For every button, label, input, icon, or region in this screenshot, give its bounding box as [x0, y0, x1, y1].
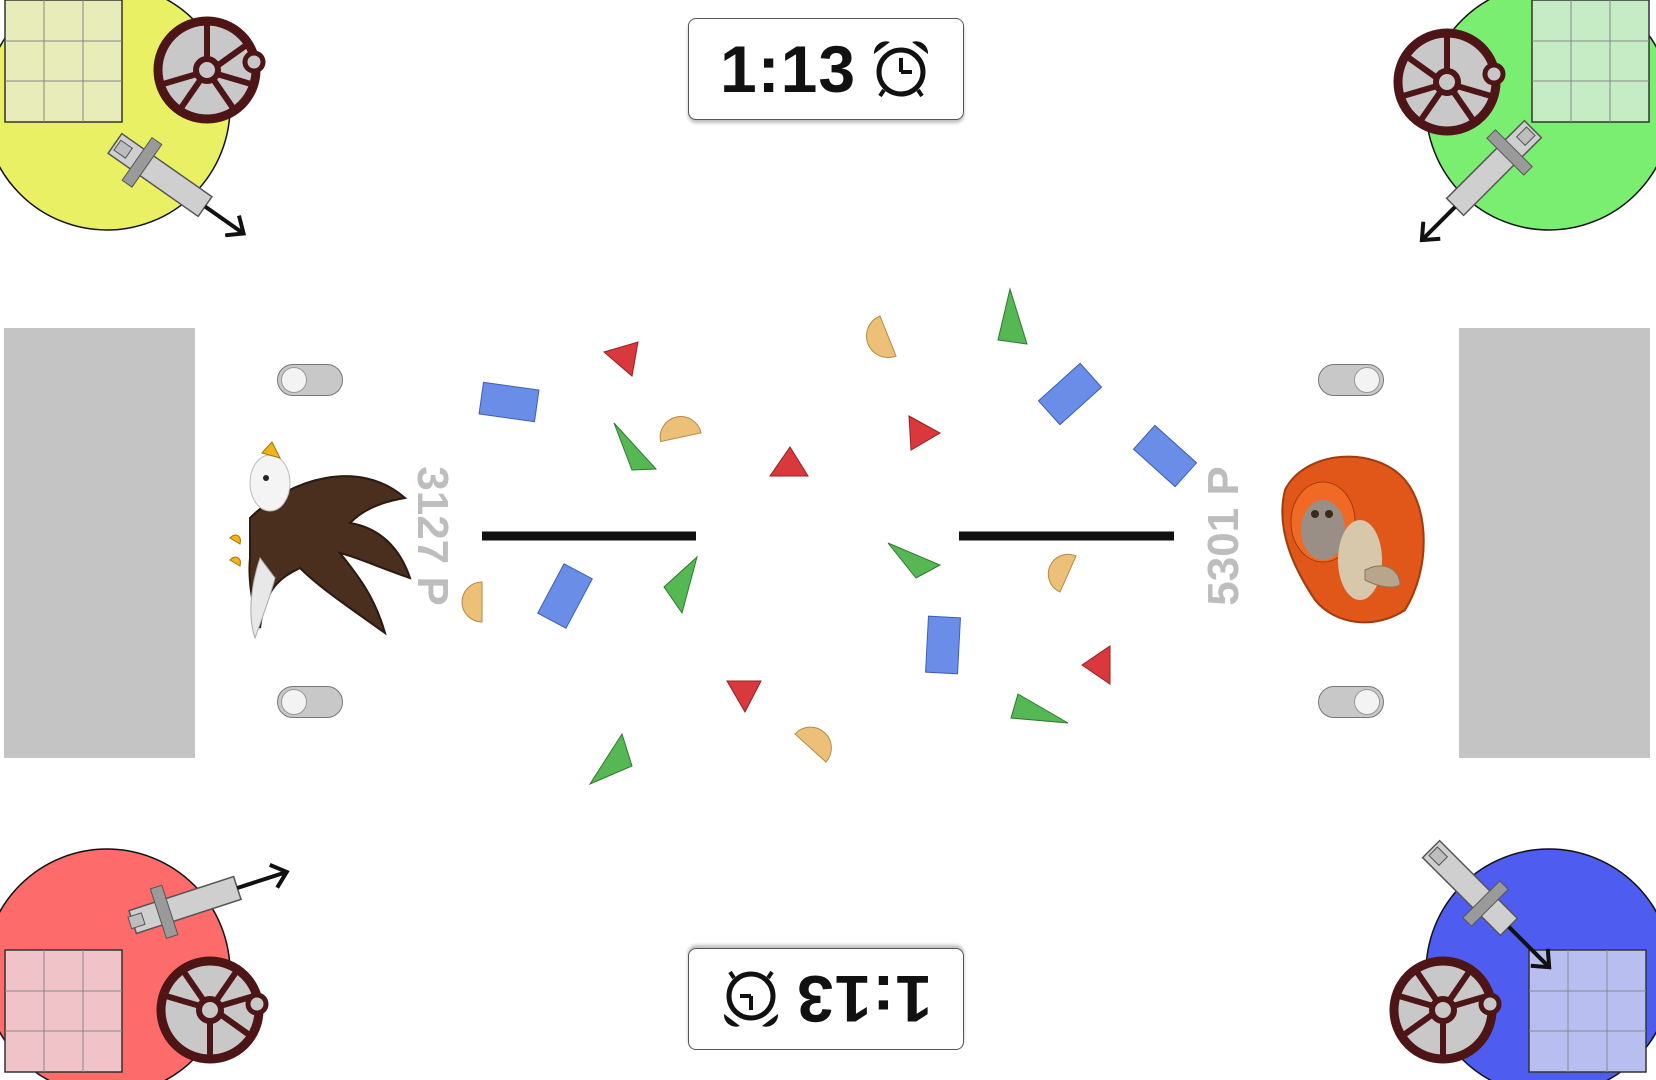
- wheel-icon[interactable]: [1389, 956, 1502, 1064]
- wheel-icon[interactable]: [156, 956, 269, 1064]
- inventory-grid-blue: [1528, 949, 1647, 1073]
- red-piece: [726, 680, 762, 714]
- toggle-right-bottom[interactable]: [1318, 686, 1384, 718]
- blue-piece: [537, 563, 593, 629]
- inventory-grid-yellow: [4, 0, 123, 123]
- toggle-knob: [281, 689, 307, 715]
- cannon-yellow[interactable]: [100, 122, 258, 255]
- timer-top: 1:13: [688, 18, 964, 120]
- wheel-icon[interactable]: [153, 16, 266, 124]
- eagle-icon: [229, 441, 412, 640]
- alarm-clock-icon: [723, 970, 778, 1027]
- goal-right: [1459, 328, 1650, 758]
- alarm-clock-icon: [874, 41, 929, 98]
- pieces: [461, 287, 1198, 786]
- orangutan-icon: [1281, 455, 1425, 624]
- score-right: 5301 P: [1199, 466, 1248, 606]
- blue-piece: [925, 615, 961, 675]
- red-piece: [769, 446, 809, 477]
- green-piece: [887, 542, 942, 579]
- cannon-red[interactable]: [122, 847, 295, 947]
- cannon-green[interactable]: [1403, 111, 1551, 259]
- timer-bottom: 1:13: [688, 948, 964, 1050]
- inventory-grid-green: [1531, 0, 1650, 123]
- orange-piece: [659, 416, 702, 443]
- score-left: 3127 P: [408, 466, 457, 606]
- orange-piece: [794, 726, 832, 763]
- toggle-right-top[interactable]: [1318, 364, 1384, 396]
- inventory-grid-red: [4, 949, 123, 1073]
- toggle-left-top[interactable]: [277, 364, 343, 396]
- cannon-blue[interactable]: [1413, 831, 1568, 986]
- red-piece: [908, 415, 942, 451]
- red-piece: [1081, 645, 1111, 685]
- toggle-left-bottom[interactable]: [277, 686, 343, 718]
- green-piece: [588, 732, 633, 786]
- green-piece: [613, 422, 658, 471]
- red-piece: [602, 341, 639, 377]
- blue-piece: [478, 381, 540, 423]
- toggle-knob: [281, 367, 307, 393]
- blue-piece: [1132, 424, 1198, 488]
- green-piece: [1010, 693, 1069, 724]
- wheel-icon[interactable]: [1393, 28, 1506, 136]
- orange-piece: [865, 315, 897, 359]
- timer-text: 1:13: [795, 962, 933, 1036]
- goal-left: [4, 328, 195, 758]
- green-piece: [997, 287, 1028, 345]
- timer-text: 1:13: [719, 32, 857, 106]
- toggle-knob: [1354, 367, 1380, 393]
- orange-piece: [461, 581, 483, 623]
- toggle-knob: [1354, 689, 1380, 715]
- blue-piece: [1037, 362, 1103, 426]
- green-piece: [663, 555, 698, 615]
- orange-piece: [1047, 553, 1077, 593]
